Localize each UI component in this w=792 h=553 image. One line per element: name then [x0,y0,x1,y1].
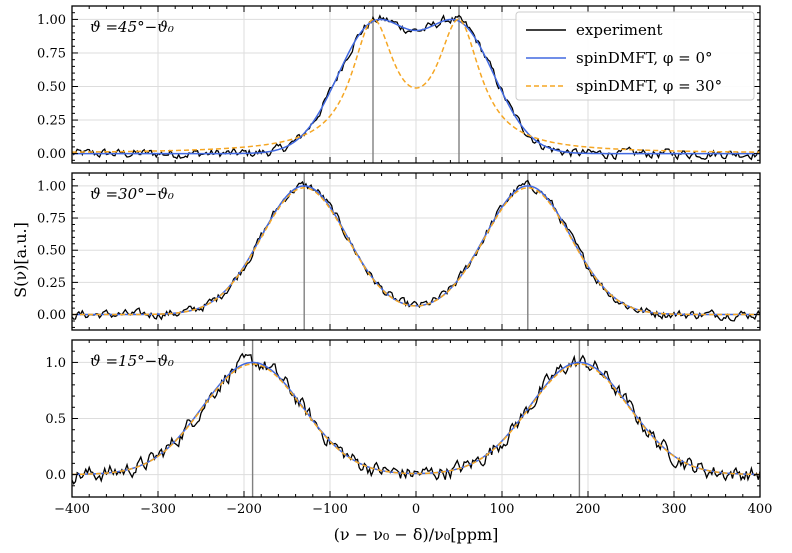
y-tick-label: 0.25 [37,276,66,291]
y-tick-label: 0.25 [37,114,66,129]
panel-label: ϑ =15°−ϑ₀ [90,352,174,370]
y-tick-label: 0.50 [37,80,66,95]
legend-box [515,11,755,101]
experiment-line [72,352,760,485]
x-tick-label: 100 [490,502,515,517]
legend: experiment spinDMFT, φ = 0° spinDMFT, φ = … [515,11,755,101]
y-tick-label: 0.75 [37,46,66,61]
experiment-line [72,179,760,322]
y-axis-title: S(ν)[a.u.] [11,222,30,298]
panel-label: ϑ =30°−ϑ₀ [90,185,174,203]
spindmft-phi30-line [72,18,760,153]
y-tick-label: 0.75 [37,212,66,227]
x-tick-label: 200 [576,502,601,517]
panel-2: 0.00 0.25 0.50 0.75 1.00 ϑ =30°−ϑ₀ [37,172,761,331]
x-tick-label: 400 [748,502,773,517]
x-tick-label: −400 [54,502,90,517]
y-tick-label: 0.50 [37,244,66,259]
x-tick-label: 300 [662,502,687,517]
x-tick-labels: −400 −300 −200 −100 0 100 200 300 400 [54,502,772,517]
legend-entry: experiment [576,21,663,39]
x-axis-title: (ν − ν₀ − δ)/ν₀[ppm] [334,525,499,544]
x-tick-label: −200 [226,502,262,517]
spindmft-phi30-line [72,187,760,316]
y-tick-label: 0.00 [37,147,66,162]
y-tick-label: 1.0 [45,356,66,371]
y-tick-label: 0.0 [45,468,66,483]
y-tick-label: 1.00 [37,13,66,28]
y-tick-label: 0.00 [37,308,66,323]
x-tick-label: 0 [412,502,420,517]
spindmft-phi0-line [72,18,760,155]
spindmft-phi30-line [72,363,760,476]
y-tick-label: 0.5 [45,412,66,427]
panel-label: ϑ =45°−ϑ₀ [90,18,174,36]
y-tick-label: 1.00 [37,179,66,194]
x-tick-label: −300 [140,502,176,517]
legend-entry: spinDMFT, φ = 0° [576,49,713,67]
legend-entry: spinDMFT, φ = 30° [576,77,722,95]
panel-3: 0.0 0.5 1.0 ϑ =15°−ϑ₀ [45,339,761,498]
x-tick-label: −100 [312,502,348,517]
